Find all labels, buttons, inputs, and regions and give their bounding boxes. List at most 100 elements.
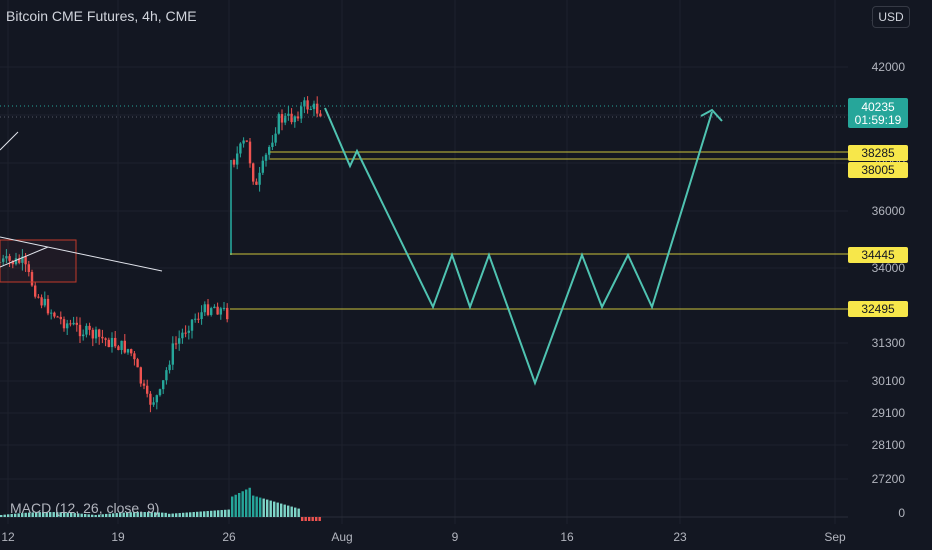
price-tick-label: 28100: [872, 438, 906, 452]
macd-bar: [87, 514, 90, 517]
candle-body: [8, 256, 11, 261]
macd-bar: [112, 513, 115, 517]
macd-bar: [133, 512, 136, 517]
candle-body: [88, 325, 91, 330]
macd-bar: [143, 512, 146, 517]
price-tick-label: 30100: [872, 374, 906, 388]
macd-bar: [66, 512, 69, 517]
candles: [0, 96, 322, 413]
macd-bar: [73, 513, 76, 517]
macd-bar: [154, 512, 157, 517]
macd-bar: [14, 513, 17, 517]
candle-body: [46, 298, 50, 314]
currency-button[interactable]: USD: [872, 6, 910, 28]
macd-bar: [59, 512, 62, 517]
candle-body: [316, 103, 319, 114]
time-tick-label: Sep: [824, 530, 846, 544]
candle-body: [255, 181, 258, 185]
level-price-tag-bg: [848, 145, 908, 161]
candle-body: [94, 329, 98, 339]
candle-body: [213, 306, 216, 309]
time-tick-label: 23: [673, 530, 687, 544]
horizontal-levels[interactable]: [0, 105, 848, 310]
candle-body: [165, 370, 168, 381]
level-price-tag[interactable]: 32495: [848, 301, 908, 317]
candle-body: [59, 316, 62, 320]
macd-bar: [297, 508, 300, 517]
macd-bar: [252, 495, 255, 517]
candle-body: [190, 319, 194, 331]
candle-body: [37, 296, 40, 298]
macd-bar: [304, 517, 307, 521]
level-price-tag[interactable]: 34445: [848, 247, 908, 263]
chart-grid: [0, 0, 848, 524]
candle-body: [40, 297, 43, 306]
macd-bar: [308, 517, 311, 521]
candle-body: [56, 316, 59, 318]
candle-body: [53, 312, 56, 317]
level-price-tag-bg: [848, 247, 908, 263]
macd-bar: [210, 510, 213, 517]
macd-bar: [224, 509, 227, 517]
chart-title: Bitcoin CME Futures, 4h, CME: [6, 8, 197, 24]
candle-body: [296, 116, 300, 119]
candle-body: [75, 322, 78, 325]
macd-bar: [241, 491, 244, 517]
macd-bar: [203, 511, 206, 517]
macd-bar: [290, 506, 293, 517]
time-axis[interactable]: 12 19 26 Aug 9 16 23 Sep: [1, 530, 846, 544]
macd-bar: [301, 517, 304, 521]
candle-body: [162, 380, 165, 390]
macd-bar: [10, 513, 13, 517]
macd-bar: [56, 512, 59, 517]
candle-body: [200, 312, 203, 320]
macd-label[interactable]: MACD (12, 26, close, 9): [10, 500, 160, 516]
price-tick-label: 31300: [872, 336, 906, 350]
candle-body: [136, 359, 139, 368]
macd-bar: [164, 512, 167, 517]
price-tick-label: 42000: [872, 60, 906, 74]
candle-body: [239, 143, 242, 154]
time-tick-label: 9: [452, 530, 459, 544]
macd-bar: [206, 511, 209, 517]
drawings[interactable]: [0, 107, 723, 386]
macd-bar: [315, 517, 318, 521]
macd-bar: [52, 512, 55, 517]
level-price-tag-bg: [848, 162, 908, 178]
candle-body: [30, 272, 34, 286]
time-tick-label: 19: [111, 530, 125, 544]
macd-bar: [227, 509, 230, 517]
price-axis[interactable]: 4200040000380003600034000313003010029100…: [848, 12, 908, 520]
candle-body: [120, 340, 123, 350]
candle-body: [91, 329, 94, 339]
candle-body: [309, 108, 312, 110]
candle-body: [101, 336, 104, 339]
level-price-tag[interactable]: 38285: [848, 145, 908, 161]
candle-body: [277, 114, 280, 134]
candle-body: [114, 337, 117, 347]
candle-body: [82, 334, 85, 337]
candle-body: [158, 389, 162, 396]
candle-body: [284, 115, 287, 123]
macd-bar: [255, 496, 258, 517]
macd-bar: [234, 494, 237, 517]
macd-bar: [42, 512, 45, 517]
candle-body: [287, 113, 290, 116]
macd-bar: [287, 505, 290, 517]
candle-body: [21, 256, 24, 263]
candle-body: [264, 154, 268, 161]
candle-body: [236, 153, 239, 165]
macd-bar: [217, 510, 220, 517]
candle-body: [27, 264, 30, 273]
macd-bar: [140, 512, 143, 517]
level-price-tag[interactable]: 38005: [848, 162, 908, 178]
candle-body: [133, 353, 136, 360]
candle-body: [174, 343, 178, 345]
macd-bar: [94, 514, 97, 517]
candle-body: [274, 133, 277, 143]
red-rectangle-drawing: [0, 239, 77, 283]
macd-bar: [280, 503, 283, 517]
time-tick-label: Aug: [331, 530, 352, 544]
